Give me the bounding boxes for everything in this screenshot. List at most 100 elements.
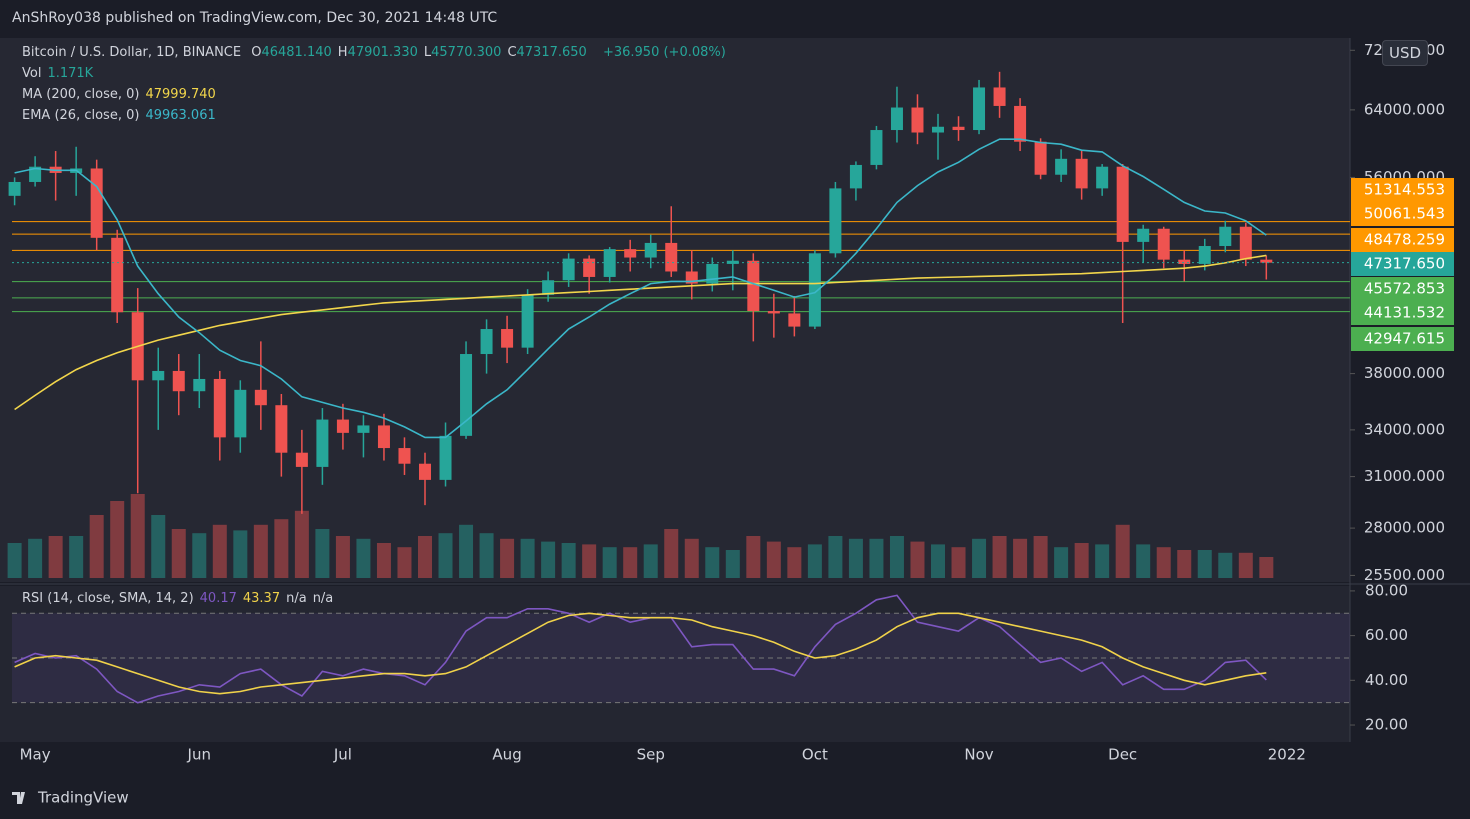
x-tick-label: Aug xyxy=(492,746,521,764)
volume-bar xyxy=(1136,544,1151,578)
candle-body xyxy=(603,249,616,277)
last-price-label: 47317.650 xyxy=(1364,255,1445,273)
ma-value: 47999.740 xyxy=(145,87,216,102)
legend-row: Bitcoin / U.S. Dollar, 1D, BINANCE O4648… xyxy=(22,45,732,60)
volume-bar xyxy=(274,519,289,578)
candle-body xyxy=(234,389,247,438)
volume-bar xyxy=(7,543,22,578)
x-tick-label: Jun xyxy=(187,746,211,764)
volume-bar xyxy=(397,547,412,578)
candle-body xyxy=(1260,259,1273,263)
rsi-legend: RSI (14, close, SMA, 14, 2) 40.17 43.37 n/a… xyxy=(22,591,339,606)
candle-body xyxy=(1137,228,1150,242)
candle-body xyxy=(377,425,390,449)
x-tick-label: 2022 xyxy=(1268,746,1306,764)
y-tick-label: 80.00 xyxy=(1365,581,1408,599)
level-label: 48478.259 xyxy=(1364,231,1445,249)
volume-bar xyxy=(725,550,740,578)
x-tick-label: Jul xyxy=(333,746,352,764)
volume-bar xyxy=(376,543,391,578)
volume-bar xyxy=(1013,538,1028,578)
candle-body xyxy=(583,258,596,277)
candle-body xyxy=(911,107,924,133)
candle-body xyxy=(439,435,452,480)
rsi-title: RSI (14, close, SMA, 14, 2) xyxy=(22,591,194,606)
candle-body xyxy=(152,370,165,381)
volume-bar xyxy=(705,547,720,578)
y-tick-label: 38000.000 xyxy=(1364,364,1445,382)
volume-bar xyxy=(1115,524,1130,578)
x-tick-label: May xyxy=(20,746,51,764)
level-box xyxy=(1351,228,1454,252)
volume-bar xyxy=(212,524,227,578)
candle-body xyxy=(460,354,473,436)
candle-body xyxy=(665,242,678,272)
volume-bar xyxy=(1238,552,1253,578)
candle-body xyxy=(1157,228,1170,260)
currency-button[interactable]: USD xyxy=(1382,40,1429,66)
volume-bar xyxy=(541,541,556,578)
rsi-line xyxy=(14,612,1267,695)
x-tick-label: Oct xyxy=(802,746,828,764)
level-label: 51314.553 xyxy=(1364,181,1445,199)
ma-legend: MA (200, close, 0) 47999.740 xyxy=(22,87,222,102)
candle-body xyxy=(1034,141,1047,175)
candle-body xyxy=(1116,166,1129,242)
candle-body xyxy=(870,130,883,165)
volume-bar xyxy=(828,536,843,578)
candle-body xyxy=(829,188,842,254)
level-box xyxy=(1351,327,1454,351)
rsi-line xyxy=(14,594,1267,704)
volume-bar xyxy=(992,536,1007,578)
y-tick-label: 25500.000 xyxy=(1364,566,1445,584)
volume-bar xyxy=(48,536,63,578)
volume-bar xyxy=(335,536,350,578)
ohlc-key: H xyxy=(337,45,348,60)
volume-bar xyxy=(500,538,515,578)
level-label: 44131.532 xyxy=(1364,304,1445,322)
y-tick-label: 64000.000 xyxy=(1364,100,1445,118)
volume-bar xyxy=(951,547,966,578)
publisher: AnShRoy038 published on TradingView.com,… xyxy=(12,10,498,26)
indicator-line xyxy=(14,138,1267,439)
candle-body xyxy=(1096,166,1109,189)
volume-bar xyxy=(1177,550,1192,578)
candle-body xyxy=(254,389,267,406)
candle-body xyxy=(172,370,185,392)
candle-body xyxy=(849,164,862,189)
volume-bar xyxy=(171,529,186,578)
x-tick-label: Nov xyxy=(964,746,993,764)
ohlc-value: 47317.650 xyxy=(516,45,587,60)
volume-bar xyxy=(561,543,576,578)
y-tick-label: 40.00 xyxy=(1365,671,1408,689)
volume-bar xyxy=(582,544,597,578)
volume-bar xyxy=(520,538,535,578)
footer-brand: TradingView xyxy=(37,789,129,807)
candle-body xyxy=(993,87,1006,106)
volume-bar xyxy=(807,544,822,578)
volume-bar xyxy=(356,538,371,578)
candle-body xyxy=(1178,259,1191,264)
volume-bar xyxy=(479,533,494,578)
rsi-sma-value: 43.37 xyxy=(242,591,281,606)
volume-bar xyxy=(459,524,474,578)
last-price-box xyxy=(1351,252,1454,276)
x-tick-label: Sep xyxy=(637,746,665,764)
vol-legend: Vol 1.171K xyxy=(22,66,99,81)
price-pane xyxy=(0,38,1350,582)
volume-bar xyxy=(1218,552,1233,578)
volume-bar xyxy=(623,547,638,578)
volume-bar xyxy=(889,536,904,578)
rsi-extra: n/a xyxy=(286,591,307,606)
volume-bar xyxy=(746,536,761,578)
volume-bar xyxy=(766,541,781,578)
volume-bar xyxy=(130,494,145,578)
ema-name: EMA (26, close, 0) xyxy=(22,108,140,123)
volume-bar xyxy=(151,515,166,578)
candle-body xyxy=(1239,226,1252,260)
candle-body xyxy=(295,452,308,467)
volume-bar xyxy=(253,524,268,578)
candle-body xyxy=(644,242,657,258)
volume-bar xyxy=(848,538,863,578)
tv-logo xyxy=(12,792,25,804)
